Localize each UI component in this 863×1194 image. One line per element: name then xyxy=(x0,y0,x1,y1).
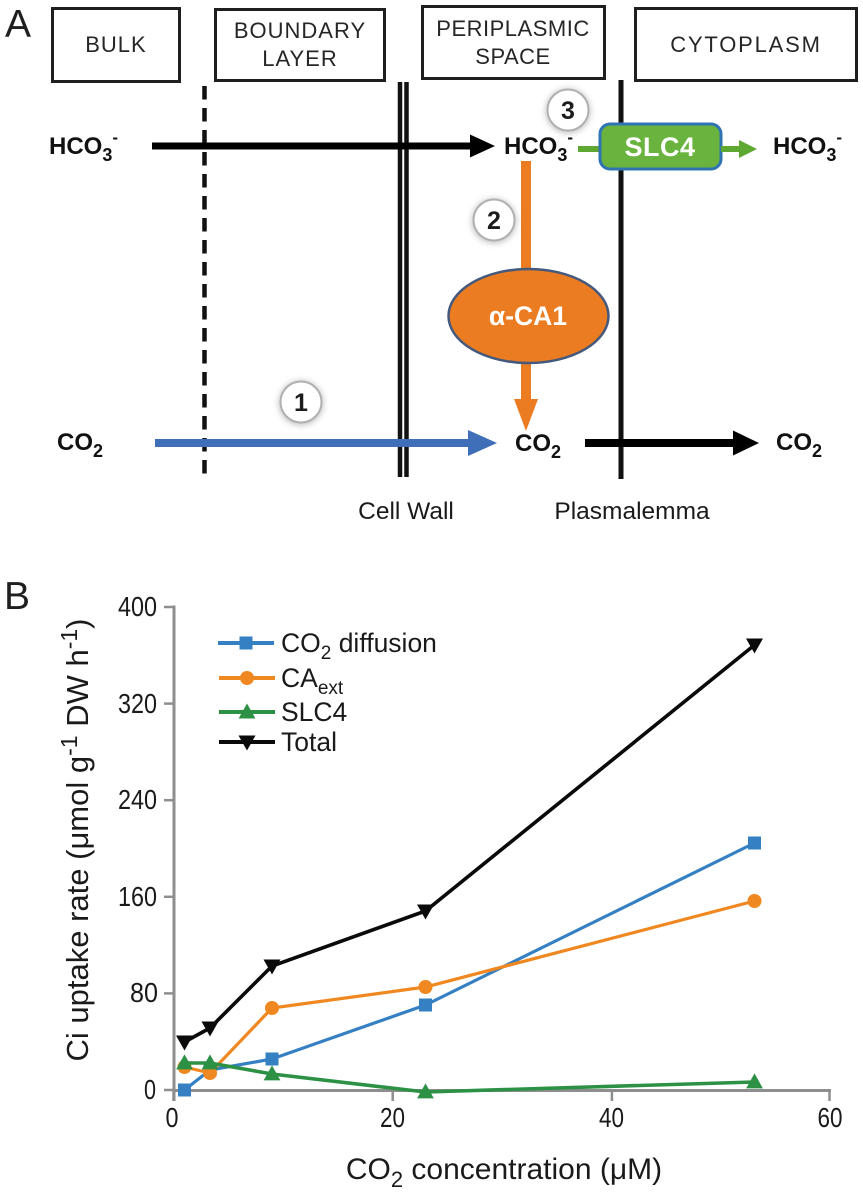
svg-text:3: 3 xyxy=(561,97,575,125)
svg-text:A: A xyxy=(5,3,31,46)
svg-text:LAYER: LAYER xyxy=(262,46,338,71)
svg-text:40: 40 xyxy=(599,1102,624,1133)
svg-text:2: 2 xyxy=(487,207,501,235)
svg-text:240: 240 xyxy=(118,784,157,815)
svg-text:Total: Total xyxy=(281,727,337,757)
svg-text:B: B xyxy=(4,575,30,618)
svg-text:400: 400 xyxy=(118,591,157,622)
svg-text:SLC4: SLC4 xyxy=(281,697,347,727)
svg-text:Ci uptake rate (μmol g-1 DW h-: Ci uptake rate (μmol g-1 DW h-1) xyxy=(56,619,95,1062)
svg-text:0: 0 xyxy=(166,1102,179,1133)
svg-text:1: 1 xyxy=(294,389,308,417)
svg-text:Plasmalemma: Plasmalemma xyxy=(554,498,710,525)
svg-text:160: 160 xyxy=(118,881,157,912)
svg-text:α-CA1: α-CA1 xyxy=(489,301,567,331)
svg-text:60: 60 xyxy=(818,1102,843,1133)
svg-text:0: 0 xyxy=(144,1074,156,1105)
svg-text:SPACE: SPACE xyxy=(475,44,550,69)
svg-text:CYTOPLASM: CYTOPLASM xyxy=(670,32,822,57)
svg-text:PERIPLASMIC: PERIPLASMIC xyxy=(436,16,589,41)
svg-text:SLC4: SLC4 xyxy=(624,132,695,162)
svg-text:80: 80 xyxy=(130,977,158,1008)
svg-text:BOUNDARY: BOUNDARY xyxy=(234,18,366,43)
svg-text:20: 20 xyxy=(380,1102,405,1133)
svg-text:Cell Wall: Cell Wall xyxy=(358,498,454,525)
svg-text:320: 320 xyxy=(118,688,157,719)
svg-text:BULK: BULK xyxy=(85,32,146,57)
